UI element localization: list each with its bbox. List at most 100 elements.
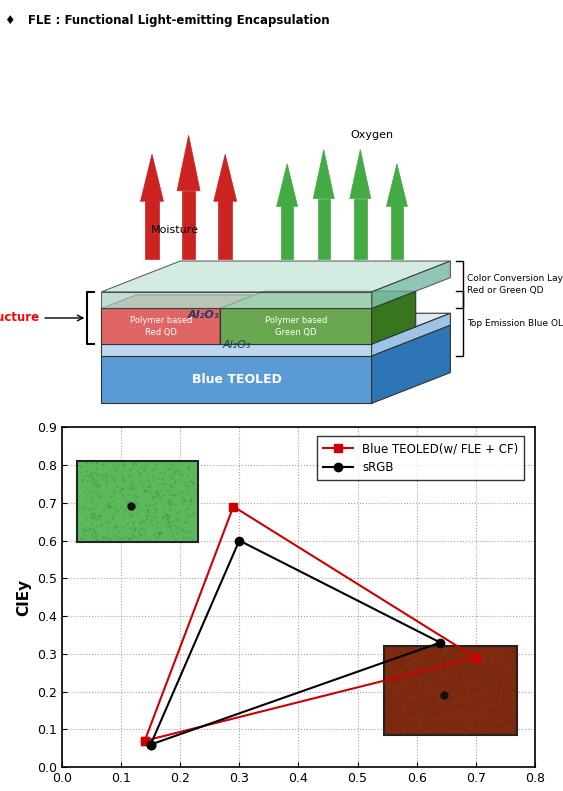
Point xyxy=(185,460,194,473)
Point xyxy=(90,510,99,523)
Point xyxy=(400,658,409,671)
Point xyxy=(120,504,129,517)
Point xyxy=(467,721,476,734)
Point xyxy=(402,716,411,729)
Point xyxy=(111,468,120,481)
Point xyxy=(466,696,475,709)
Point xyxy=(461,674,470,687)
Point xyxy=(126,475,135,488)
Point xyxy=(133,500,142,513)
Text: FLE structure: FLE structure xyxy=(0,312,39,324)
Point xyxy=(445,668,454,681)
Point xyxy=(388,663,397,676)
Point xyxy=(184,509,193,521)
Point xyxy=(383,649,392,662)
Point xyxy=(414,710,423,722)
Polygon shape xyxy=(350,149,371,199)
Point xyxy=(111,505,120,518)
Point xyxy=(423,680,432,693)
Point xyxy=(76,466,85,479)
Point xyxy=(457,691,466,703)
Point xyxy=(487,647,496,660)
Point xyxy=(178,486,187,499)
Point xyxy=(408,690,417,702)
Point xyxy=(391,662,400,675)
Point xyxy=(431,677,440,690)
Point xyxy=(108,471,117,484)
Point xyxy=(183,462,192,475)
Point xyxy=(106,469,115,482)
Point xyxy=(460,653,469,666)
Point xyxy=(401,660,410,672)
Point xyxy=(419,698,428,710)
Point xyxy=(395,684,404,697)
Polygon shape xyxy=(313,149,334,199)
Point xyxy=(389,727,398,740)
Point xyxy=(494,649,503,661)
Point xyxy=(507,724,516,736)
Point xyxy=(140,516,149,528)
Point xyxy=(495,710,504,723)
Point xyxy=(407,669,416,682)
Point xyxy=(92,528,101,540)
Point xyxy=(442,642,451,655)
Point xyxy=(117,501,126,513)
Point xyxy=(470,710,479,722)
Point xyxy=(93,457,102,470)
Point xyxy=(126,521,135,534)
Point xyxy=(104,501,113,513)
Point xyxy=(492,687,501,700)
Point xyxy=(167,467,176,480)
Point xyxy=(419,672,428,684)
Point xyxy=(91,498,100,510)
Point xyxy=(481,683,490,695)
Point xyxy=(109,501,118,513)
Polygon shape xyxy=(372,313,450,356)
Point xyxy=(394,685,403,698)
Point xyxy=(500,645,509,657)
Point xyxy=(494,657,503,670)
Point xyxy=(96,519,105,532)
Point xyxy=(451,670,460,683)
Point xyxy=(94,468,103,481)
Point xyxy=(392,679,401,692)
Point xyxy=(111,519,120,532)
Point xyxy=(434,681,443,694)
Point xyxy=(499,674,508,687)
Point xyxy=(387,642,396,655)
Point xyxy=(399,699,408,712)
Point xyxy=(433,710,442,723)
Point xyxy=(149,474,158,486)
Point xyxy=(413,679,422,692)
Point xyxy=(132,496,141,509)
Point xyxy=(442,673,451,686)
Point xyxy=(171,513,180,526)
Point xyxy=(163,483,172,496)
Point xyxy=(131,457,140,470)
Point xyxy=(99,469,108,482)
Point xyxy=(405,686,414,698)
Point xyxy=(463,711,472,724)
Point xyxy=(95,490,104,502)
Point xyxy=(102,474,111,486)
Point xyxy=(468,669,477,682)
Point xyxy=(133,490,142,503)
Point xyxy=(183,475,192,487)
Text: Top Emission Blue OLED: Top Emission Blue OLED xyxy=(467,319,563,328)
Point xyxy=(400,646,409,659)
Polygon shape xyxy=(276,164,298,206)
Point xyxy=(187,534,196,547)
Point xyxy=(173,506,182,519)
Point xyxy=(458,667,467,679)
Point xyxy=(148,490,157,502)
Point xyxy=(171,498,180,510)
Point xyxy=(410,654,419,667)
Point xyxy=(477,723,486,736)
Point xyxy=(114,525,123,538)
Point xyxy=(137,529,146,542)
Point xyxy=(118,460,127,472)
Point xyxy=(128,517,137,529)
Point xyxy=(487,712,496,725)
Point xyxy=(494,690,503,702)
Point xyxy=(118,483,127,495)
